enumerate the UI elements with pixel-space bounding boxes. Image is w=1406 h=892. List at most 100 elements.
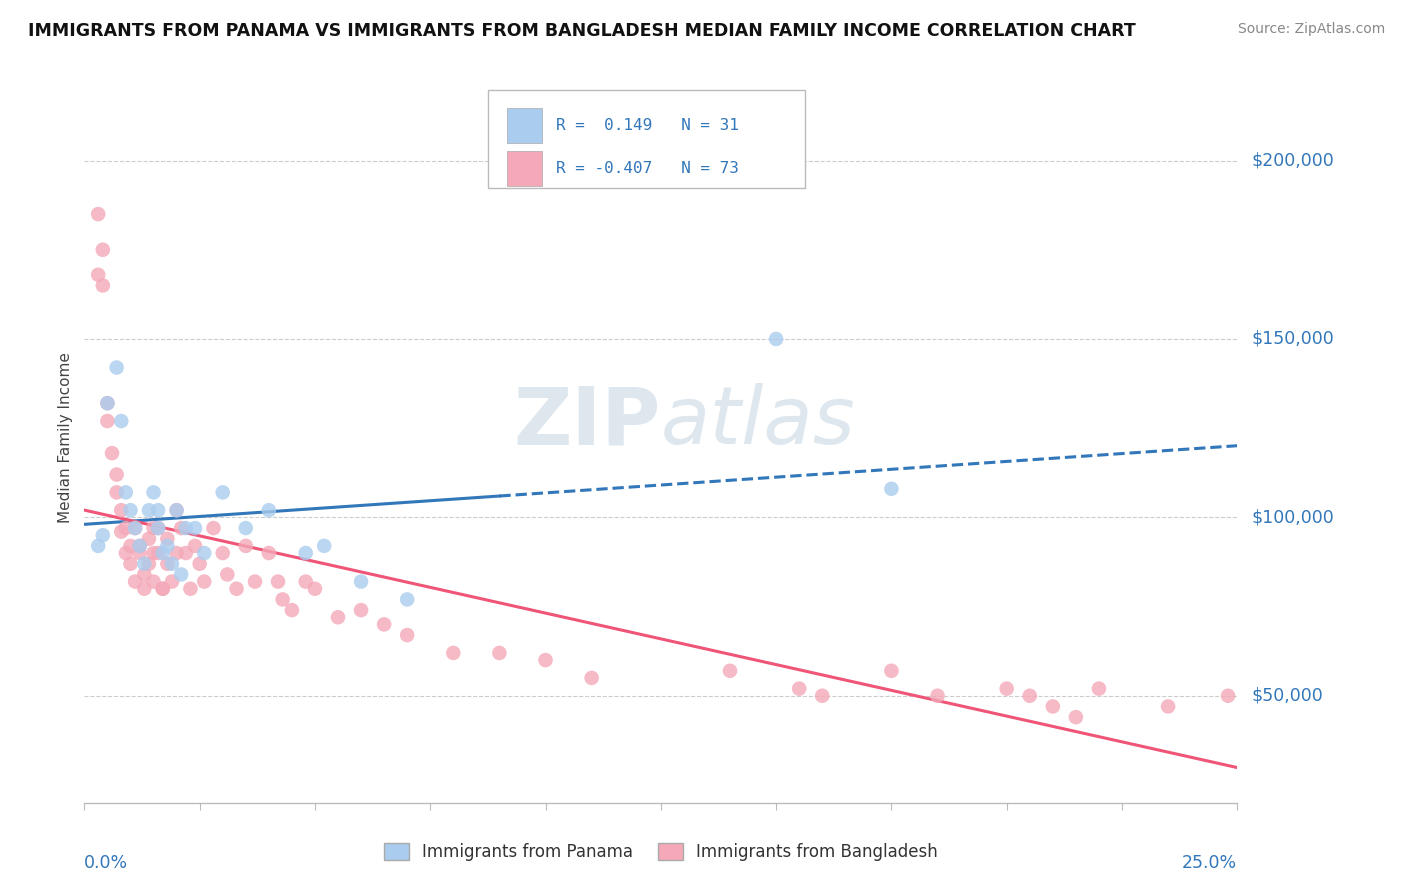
Point xyxy=(142,521,165,535)
Point xyxy=(211,546,233,560)
Point xyxy=(217,567,239,582)
Point xyxy=(156,557,179,571)
Bar xyxy=(508,108,543,143)
Point xyxy=(534,653,557,667)
Point xyxy=(193,546,215,560)
Point xyxy=(142,546,165,560)
Point xyxy=(193,574,215,589)
Point xyxy=(257,503,280,517)
Point xyxy=(146,521,169,535)
Point xyxy=(1064,710,1087,724)
Point xyxy=(314,539,336,553)
Text: R = -0.407   N = 73: R = -0.407 N = 73 xyxy=(555,161,738,176)
Point xyxy=(294,546,316,560)
Point xyxy=(488,646,510,660)
Point xyxy=(142,574,165,589)
Point xyxy=(184,521,207,535)
FancyBboxPatch shape xyxy=(488,90,806,188)
Point xyxy=(927,689,949,703)
Point xyxy=(115,546,138,560)
Point xyxy=(184,539,207,553)
Point xyxy=(166,503,188,517)
Point xyxy=(1216,689,1239,703)
Point xyxy=(110,524,132,539)
Point xyxy=(787,681,810,696)
Point xyxy=(1018,689,1040,703)
Point xyxy=(225,582,247,596)
Point xyxy=(96,396,118,410)
Point xyxy=(350,603,373,617)
Point xyxy=(87,268,110,282)
Point xyxy=(174,521,197,535)
Point xyxy=(160,574,183,589)
Text: atlas: atlas xyxy=(661,384,856,461)
Point xyxy=(146,521,169,535)
Point xyxy=(96,396,118,410)
Point xyxy=(350,574,373,589)
Legend: Immigrants from Panama, Immigrants from Bangladesh: Immigrants from Panama, Immigrants from … xyxy=(377,836,945,868)
Point xyxy=(152,582,174,596)
Point xyxy=(152,546,174,560)
Point xyxy=(105,467,128,482)
Text: $200,000: $200,000 xyxy=(1251,152,1334,169)
Point xyxy=(281,603,304,617)
Point xyxy=(396,592,419,607)
Point xyxy=(105,360,128,375)
Point xyxy=(87,207,110,221)
Point xyxy=(170,567,193,582)
Point xyxy=(294,574,316,589)
Point xyxy=(202,521,225,535)
Point xyxy=(146,546,169,560)
Point xyxy=(146,503,169,517)
Point xyxy=(120,539,142,553)
Point xyxy=(174,546,197,560)
Text: ZIP: ZIP xyxy=(513,384,661,461)
Point xyxy=(115,485,138,500)
Point xyxy=(880,664,903,678)
Point xyxy=(96,414,118,428)
Text: $50,000: $50,000 xyxy=(1251,687,1323,705)
Point xyxy=(156,532,179,546)
Bar xyxy=(508,151,543,186)
Point xyxy=(326,610,349,624)
Point xyxy=(235,539,257,553)
Point xyxy=(124,521,146,535)
Point xyxy=(441,646,464,660)
Point xyxy=(156,539,179,553)
Point xyxy=(105,485,128,500)
Point xyxy=(765,332,787,346)
Point xyxy=(267,574,290,589)
Point xyxy=(179,582,201,596)
Point xyxy=(142,485,165,500)
Y-axis label: Median Family Income: Median Family Income xyxy=(58,351,73,523)
Point xyxy=(166,503,188,517)
Point xyxy=(138,532,160,546)
Point xyxy=(101,446,124,460)
Point xyxy=(115,521,138,535)
Point xyxy=(1157,699,1180,714)
Point xyxy=(138,557,160,571)
Point xyxy=(134,567,156,582)
Point xyxy=(304,582,326,596)
Point xyxy=(1042,699,1064,714)
Point xyxy=(235,521,257,535)
Point xyxy=(134,582,156,596)
Point xyxy=(880,482,903,496)
Point xyxy=(91,278,114,293)
Point xyxy=(120,557,142,571)
Text: Source: ZipAtlas.com: Source: ZipAtlas.com xyxy=(1237,22,1385,37)
Point xyxy=(271,592,294,607)
Point xyxy=(170,521,193,535)
Text: IMMIGRANTS FROM PANAMA VS IMMIGRANTS FROM BANGLADESH MEDIAN FAMILY INCOME CORREL: IMMIGRANTS FROM PANAMA VS IMMIGRANTS FRO… xyxy=(28,22,1136,40)
Point xyxy=(188,557,211,571)
Point xyxy=(91,528,114,542)
Point xyxy=(110,414,132,428)
Point xyxy=(124,521,146,535)
Point xyxy=(128,539,150,553)
Point xyxy=(87,539,110,553)
Point xyxy=(211,485,233,500)
Point xyxy=(128,539,150,553)
Point xyxy=(581,671,603,685)
Point xyxy=(718,664,741,678)
Text: R =  0.149   N = 31: R = 0.149 N = 31 xyxy=(555,118,738,133)
